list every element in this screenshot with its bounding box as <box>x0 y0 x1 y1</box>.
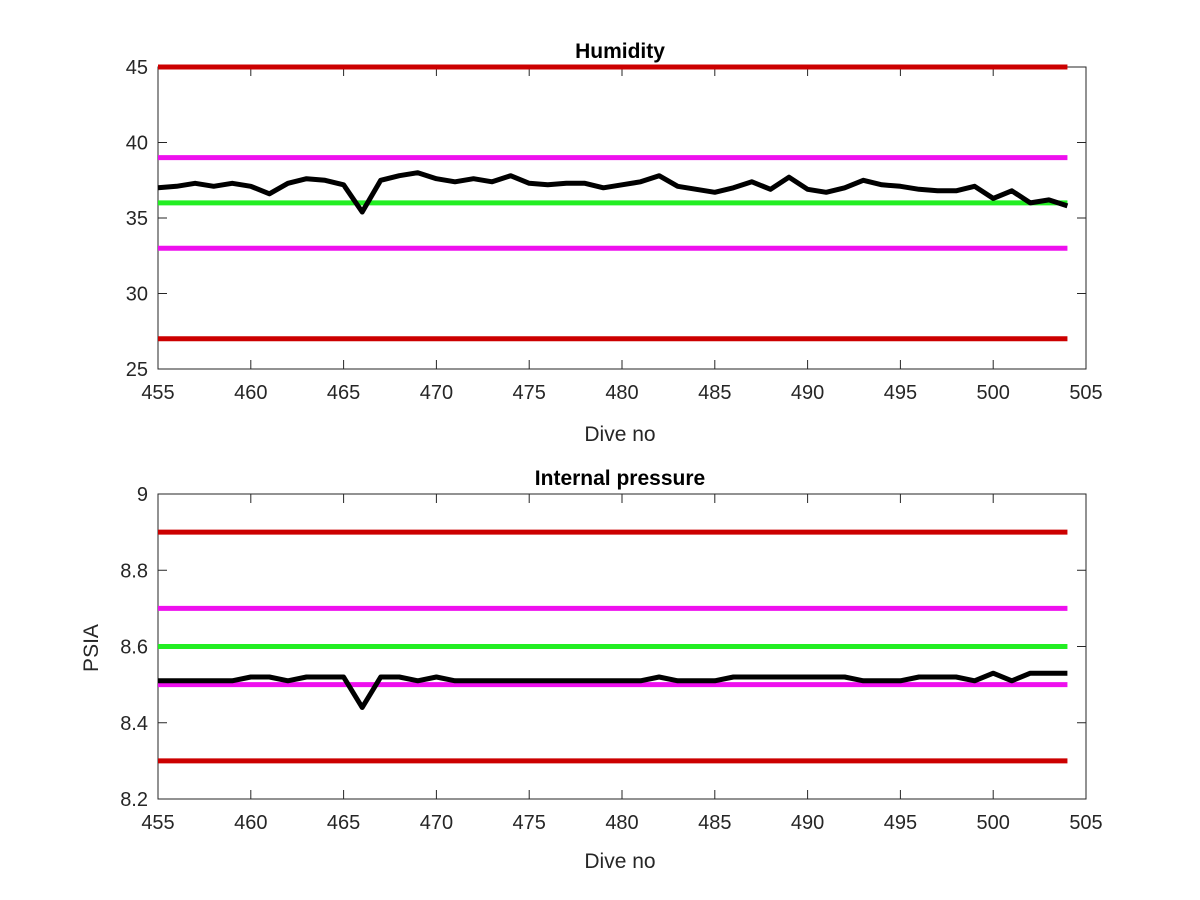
internal-pressure-y-tick-label: 9 <box>137 484 148 506</box>
humidity-x-tick-label: 500 <box>977 382 1010 404</box>
humidity-y-tick-label: 45 <box>126 57 148 79</box>
internal-pressure-axes: Internal pressure Dive no PSIA 455 460 465… <box>80 467 1103 873</box>
internal-pressure-y-axis-label: PSIA <box>80 624 103 672</box>
humidity-x-tick-label: 475 <box>513 382 546 404</box>
humidity-data-line <box>157 170 1069 215</box>
internal-pressure-x-tick-label: 500 <box>977 812 1010 834</box>
humidity-x-tick-label: 470 <box>420 382 453 404</box>
internal-pressure-x-tick-label: 495 <box>884 812 917 834</box>
humidity-y-tick-label: 25 <box>126 359 148 381</box>
internal-pressure-x-tick-label: 475 <box>513 812 546 834</box>
humidity-axes: Humidity Dive no 455 460 465 470 475 480 485 49… <box>126 40 1103 446</box>
humidity-y-tick-label: 35 <box>126 208 148 230</box>
humidity-x-tick-label: 465 <box>327 382 360 404</box>
internal-pressure-x-tick-label: 465 <box>327 812 360 834</box>
internal-pressure-data-line <box>158 670 1068 710</box>
internal-pressure-x-tick-label: 480 <box>605 812 638 834</box>
internal-pressure-x-tick-label: 460 <box>234 812 267 834</box>
humidity-y-tick-label: 40 <box>126 133 148 155</box>
internal-pressure-y-tick-label: 8.4 <box>120 713 148 735</box>
internal-pressure-y-tick-label: 8.8 <box>120 560 148 582</box>
humidity-x-tick-label: 505 <box>1069 382 1102 404</box>
humidity-x-axis-label: Dive no <box>584 423 655 446</box>
humidity-y-tick-label: 30 <box>126 284 148 306</box>
internal-pressure-y-tick-label: 8.2 <box>120 789 148 811</box>
humidity-title: Humidity <box>575 40 665 63</box>
internal-pressure-x-tick-label: 455 <box>141 812 174 834</box>
humidity-x-tick-label: 460 <box>234 382 267 404</box>
internal-pressure-plot-area: 455 460 465 470 475 480 485 490 495 500 505 8.2 8.4 8… <box>120 484 1103 834</box>
internal-pressure-x-tick-label: 485 <box>698 812 731 834</box>
humidity-x-tick-label: 485 <box>698 382 731 404</box>
humidity-x-tick-label: 495 <box>884 382 917 404</box>
humidity-x-tick-label: 480 <box>605 382 638 404</box>
humidity-x-tick-label: 490 <box>791 382 824 404</box>
internal-pressure-title: Internal pressure <box>535 467 705 490</box>
internal-pressure-x-tick-label: 490 <box>791 812 824 834</box>
humidity-x-tick-label: 455 <box>141 382 174 404</box>
internal-pressure-x-tick-label: 470 <box>420 812 453 834</box>
internal-pressure-x-tick-label: 505 <box>1069 812 1102 834</box>
humidity-plot-area: 455 460 465 470 475 480 485 490 495 500 505 25 30 35 4… <box>126 57 1103 404</box>
internal-pressure-y-tick-label: 8.6 <box>120 637 148 659</box>
internal-pressure-x-axis-label: Dive no <box>584 850 655 873</box>
